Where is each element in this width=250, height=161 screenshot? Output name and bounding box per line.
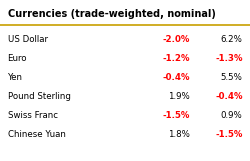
Text: 6.2%: 6.2%	[221, 35, 242, 44]
Text: Currencies (trade-weighted, nominal): Currencies (trade-weighted, nominal)	[8, 9, 216, 19]
Text: Euro: Euro	[8, 54, 27, 63]
Text: 0.9%: 0.9%	[221, 111, 242, 120]
Text: 1.9%: 1.9%	[168, 92, 190, 101]
Text: -0.4%: -0.4%	[162, 73, 190, 82]
Text: -2.0%: -2.0%	[162, 35, 190, 44]
Text: 1.8%: 1.8%	[168, 130, 190, 139]
Text: 5.5%: 5.5%	[221, 73, 242, 82]
Text: Chinese Yuan: Chinese Yuan	[8, 130, 66, 139]
Text: -1.5%: -1.5%	[215, 130, 242, 139]
Text: US Dollar: US Dollar	[8, 35, 48, 44]
Text: Pound Sterling: Pound Sterling	[8, 92, 70, 101]
Text: -1.2%: -1.2%	[162, 54, 190, 63]
Text: Yen: Yen	[8, 73, 22, 82]
Text: -1.5%: -1.5%	[162, 111, 190, 120]
Text: -1.3%: -1.3%	[215, 54, 242, 63]
Text: -0.4%: -0.4%	[215, 92, 242, 101]
Text: Swiss Franc: Swiss Franc	[8, 111, 58, 120]
